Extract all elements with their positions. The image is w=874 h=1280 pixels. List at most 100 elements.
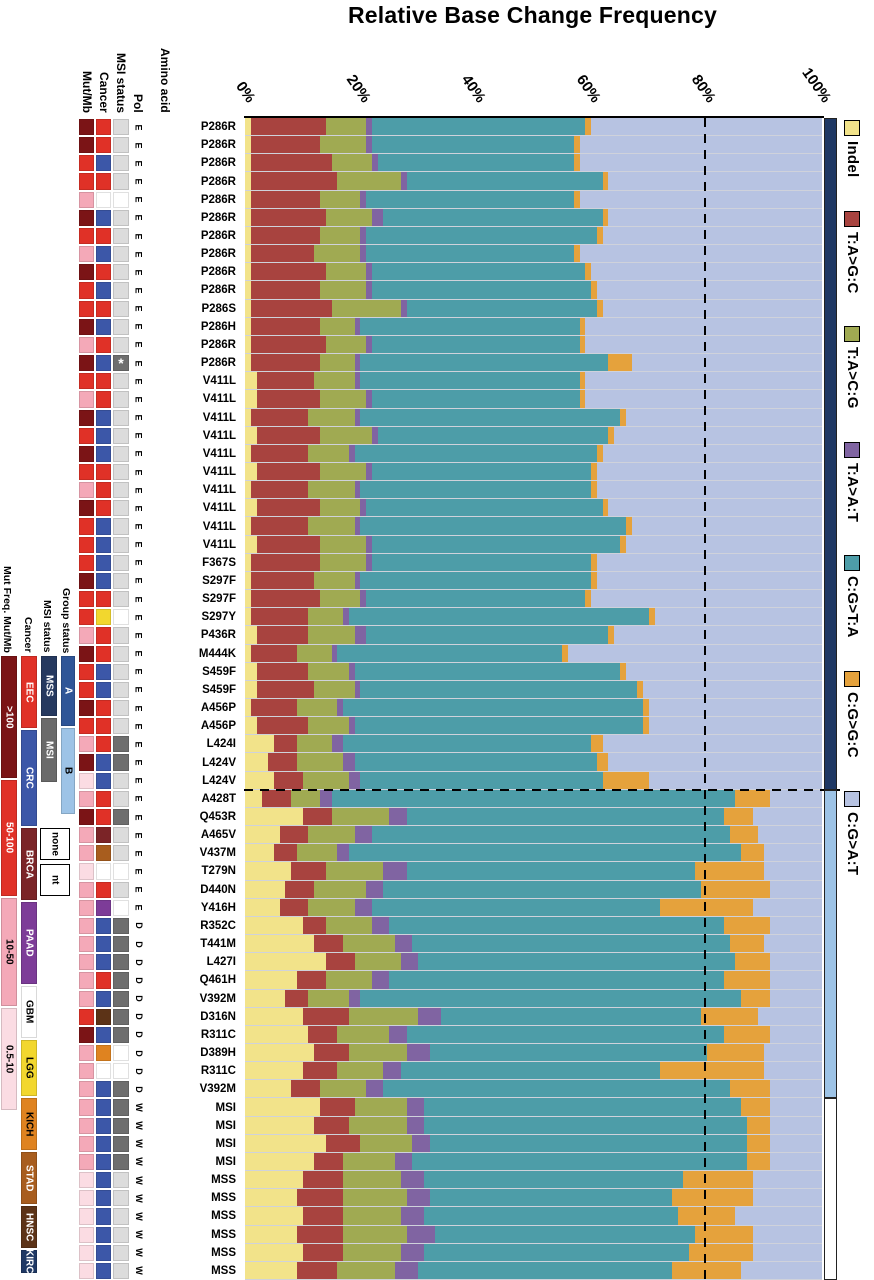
stacked-bar [245,317,822,336]
bar-segment [285,880,315,898]
amino-acid-label: A428T [146,789,245,808]
amino-acid-label: V411L [146,390,245,409]
stacked-bar [245,208,822,227]
mutmb-cell [78,1007,95,1026]
bar-segment [250,208,326,226]
bar-segment [608,626,615,644]
bar-segment [320,590,361,608]
bar-segment [360,590,367,608]
bar-segment [596,444,603,462]
amino-acid-label: D389H [146,1043,245,1063]
pol-label: E [133,705,144,712]
stacked-bar [245,571,822,591]
sample-row: W MSS [78,1261,822,1280]
cancer-cell [95,807,112,827]
bar-segment [250,245,315,263]
bar-segment [250,408,309,426]
amino-acid-label: MSS [146,1171,245,1190]
sample-row: E P286R [78,263,822,282]
bar-segment [683,1171,753,1189]
msi-cell [112,771,130,790]
sample-row: E V411L [78,535,822,554]
pol-cell: E [130,553,146,572]
stacked-bar [245,953,822,972]
bar-segment [579,190,822,208]
bar-segment [648,717,822,735]
msi-cell [112,1207,130,1226]
pol-cell: E [130,245,146,264]
sample-row: D V392M [78,1080,822,1099]
bar-segment [752,807,822,826]
bar-segment [371,118,586,136]
cancer-cell [95,1043,112,1063]
bar-segment [354,626,367,644]
bar-segment [406,1043,430,1062]
pol-cell: E [130,608,146,627]
pol-label: E [133,196,144,203]
bar-segment [418,1007,442,1025]
pol-label: E [133,814,144,821]
pol-cell: E [130,680,146,699]
pol-cell: E [130,154,146,173]
bar-segment [250,136,320,154]
mutmb-cell [78,1043,95,1063]
mutmb-cell [78,753,95,772]
bar-segment [389,807,407,826]
mutmb-cell [78,989,95,1008]
bar-segment [366,590,586,608]
bar-segment [735,953,771,971]
pol-cell: E [130,499,146,518]
pol-label: D [133,977,144,984]
pol-cell: E [130,535,146,554]
amino-acid-label: P286R [146,226,245,246]
amino-acid-label: P286R [146,335,245,355]
mutmb-cell [78,807,95,827]
msi-cell [112,662,130,681]
amino-acid-label: Y416H [146,898,245,917]
pol-label: E [133,832,144,839]
bar-segment [406,172,603,190]
msi-cell [112,789,130,808]
bar-segment [296,971,326,989]
cancer-cell [95,172,112,191]
msi-cell [112,826,130,845]
bar-segment [343,735,592,753]
bar-segment [764,1062,822,1080]
pol-cell: D [130,1080,146,1099]
bar-segment [245,989,286,1007]
bar-segment [302,1062,338,1080]
bar-segment [285,989,309,1007]
sample-row: E V411L [78,408,822,427]
sample-row: E S297F [78,590,822,609]
bar-segment [395,1152,413,1171]
pol-label: D [133,940,144,948]
sample-row: E V411L [78,444,822,463]
bar-segment [314,680,355,698]
bar-segment [371,208,384,226]
bar-segment [366,226,597,245]
asterisk-mark: * [118,355,124,372]
bar-segment [562,644,569,662]
bar-segment [602,208,609,226]
bar-segment [245,354,251,372]
sample-row: E A428T [78,789,822,808]
column-header: Pol [131,0,145,113]
cancer-cell [95,208,112,227]
bar-segment [770,1098,822,1116]
bar-segment [360,1134,413,1152]
pol-cell: E [130,172,146,191]
msi-cell [112,517,130,536]
left-legend-strip: MSS MSI [40,655,58,783]
pol-label: E [133,850,144,857]
left-legend-item-label: 0.5-10 [3,1044,15,1074]
msi-cell [112,807,130,827]
left-legend-item: LGG [20,1039,38,1097]
bar-segment [343,753,355,771]
x-tick-label: 0% [232,78,259,106]
bar-segment [343,1152,395,1171]
bar-segment [314,571,355,590]
cancer-cell [95,517,112,536]
bar-segment [250,644,297,662]
cancer-cell [95,118,112,137]
bar-segment [245,1080,292,1098]
